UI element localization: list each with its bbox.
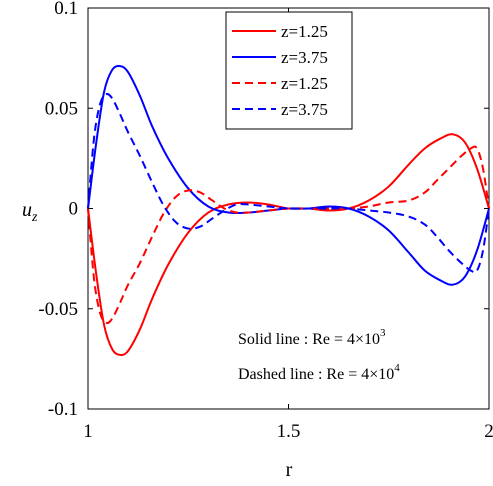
y-tick-label: 0.1 [54, 0, 78, 19]
series-layer [87, 65, 490, 356]
legend-label-4: z=3.75 [281, 100, 328, 119]
y-tick-label: 0.05 [45, 98, 78, 119]
annotation-dashed-exponent: 4 [394, 362, 400, 374]
annotation-solid-exponent: 3 [380, 327, 386, 339]
y-tick-label: -0.1 [48, 399, 78, 420]
legend-label-2: z=3.75 [281, 48, 328, 67]
series-line-3 [87, 145, 490, 325]
legend: z=1.25 z=3.75 z=1.25 z=3.75 [225, 11, 353, 130]
series-line-4 [87, 92, 490, 274]
series-line-2 [87, 65, 490, 286]
annotation-dashed-text: Dashed line : Re = 4×10 [238, 366, 394, 383]
legend-label-1: z=1.25 [281, 22, 328, 41]
y-tick-label: 0 [69, 199, 79, 220]
y-axis-label: uz [22, 199, 38, 225]
legend-entries: z=1.25 z=3.75 z=1.25 z=3.75 [232, 22, 328, 119]
y-tick-label: -0.05 [38, 299, 78, 320]
annotation-solid-line: Solid line : Re = 4×103 [238, 327, 386, 348]
legend-label-3: z=1.25 [281, 74, 328, 93]
tick-layer: 1 1.5 2 -0.1 -0.05 0 0.05 0.1 [38, 0, 493, 442]
x-tick-label: 1.5 [277, 421, 301, 442]
series-line-1 [87, 133, 490, 356]
x-tick-label: 2 [484, 421, 493, 442]
y-axis-label-subscript: z [31, 210, 38, 225]
x-tick-label: 1 [83, 421, 93, 442]
annotation: Solid line : Re = 4×103 Dashed line : Re… [238, 327, 400, 383]
y-axis-label-base: u [22, 199, 32, 221]
x-axis-label: r [286, 459, 293, 481]
annotation-solid-text: Solid line : Re = 4×10 [238, 331, 380, 348]
annotation-dashed-line: Dashed line : Re = 4×104 [238, 362, 400, 383]
